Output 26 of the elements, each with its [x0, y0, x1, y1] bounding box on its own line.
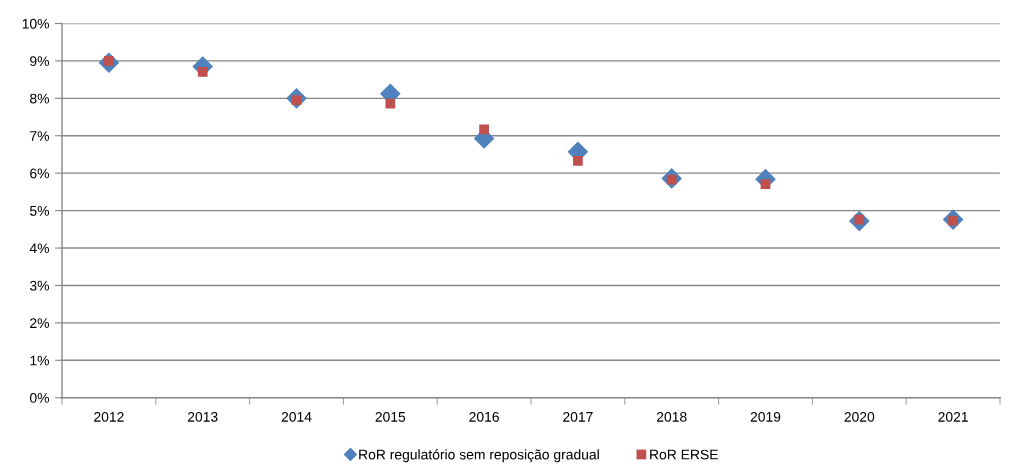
y-tick-label: 10% — [22, 18, 50, 29]
x-tick-label: 2014 — [281, 411, 312, 422]
y-tick-label: 3% — [29, 280, 50, 291]
x-tick-label: 2019 — [750, 411, 781, 422]
y-tick-label: 2% — [30, 318, 50, 328]
x-tick-label: 2017 — [563, 411, 593, 422]
x-tick-label: 2012 — [94, 411, 124, 422]
point — [385, 98, 396, 109]
x-tick-label: 2015 — [375, 411, 406, 422]
y-tick-label: 8% — [30, 93, 50, 104]
y-tick-label: 4% — [29, 243, 50, 254]
y-tick-label: 6% — [30, 168, 50, 179]
legend-label: RoR ERSE — [650, 449, 718, 460]
x-tick-label: 2016 — [469, 411, 499, 422]
point — [479, 124, 489, 135]
y-tick-label: 1% — [30, 355, 50, 366]
legend-label: RoR regulatório sem reposição gradual — [359, 449, 599, 463]
x-tick-label: 2020 — [844, 411, 875, 422]
x-tick-label: 2021 — [938, 411, 968, 422]
x-tick-label: 2018 — [656, 411, 687, 422]
y-tick-label: 7% — [30, 131, 50, 141]
y-tick-label: 5% — [29, 205, 50, 216]
y-tick-label: 9% — [30, 56, 50, 67]
y-tick-label: 0% — [29, 393, 50, 403]
x-tick-label: 2013 — [187, 411, 218, 422]
point — [573, 155, 583, 166]
